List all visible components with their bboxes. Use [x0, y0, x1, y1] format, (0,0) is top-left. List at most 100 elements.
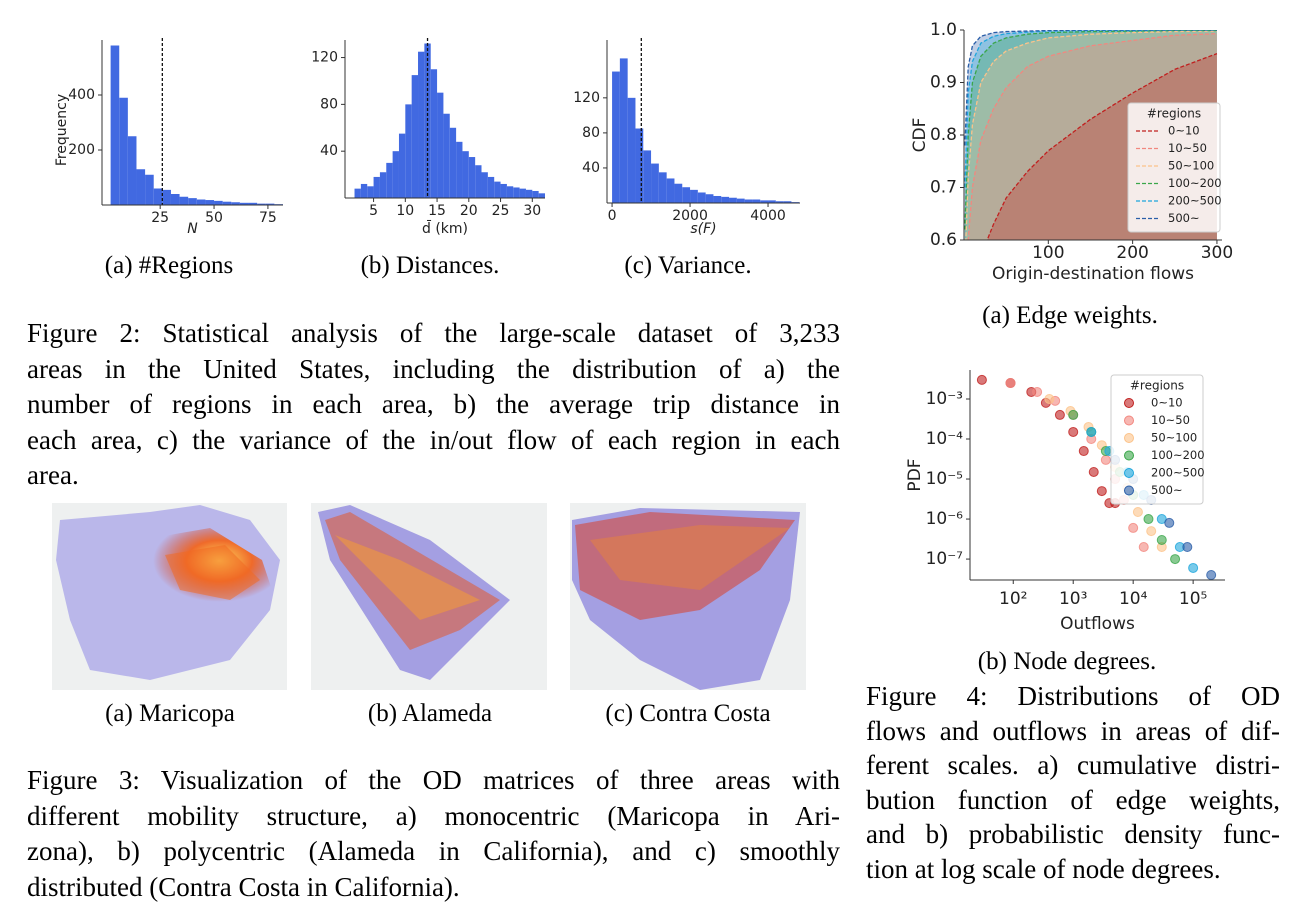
legend-label: 50~100 [1151, 431, 1197, 445]
bar [690, 189, 698, 203]
point [1088, 466, 1099, 477]
bar [752, 199, 761, 203]
x-tick-label: 0 [608, 208, 617, 224]
bar [468, 157, 476, 198]
bar [205, 200, 215, 205]
x-tick-label: 30 [523, 203, 541, 219]
point [1164, 517, 1175, 528]
bar [768, 200, 776, 203]
y-tick-label: 80 [582, 125, 600, 141]
caption-line: zona), b) polycentric (Alameda in Califo… [27, 836, 840, 866]
bar [239, 202, 249, 205]
map-contra-costa [570, 503, 806, 690]
bar [449, 127, 457, 198]
x-tick-label: 75 [259, 210, 277, 226]
y-tick-label: 10⁻³ [926, 389, 963, 409]
bar [697, 192, 706, 203]
subcaption: (a) #Regions [104, 252, 234, 279]
subcaption: (b) Alameda [367, 700, 493, 727]
x-tick-label: 10³ [1059, 589, 1087, 609]
legend-swatch [1124, 433, 1134, 443]
point [1068, 409, 1079, 420]
point [1068, 426, 1079, 437]
cdf-line [965, 30, 1217, 240]
bar [196, 199, 206, 205]
point [1156, 534, 1167, 545]
point [1032, 386, 1043, 397]
bar [481, 172, 488, 198]
legend-label: 200~500 [1168, 194, 1222, 208]
x-axis-label: N [187, 221, 198, 237]
bar [674, 183, 683, 203]
bar [729, 197, 737, 203]
x-tick-label: 300 [1201, 243, 1233, 263]
point [1206, 569, 1217, 580]
bar [456, 141, 463, 198]
caption-line: area. [27, 460, 79, 490]
subcaption: (b) Distances. [360, 252, 500, 279]
legend-swatch [1124, 450, 1134, 461]
map-alameda [311, 503, 547, 690]
caption-line: areas in the United States, including th… [27, 353, 840, 384]
y-tick-label: 10⁻⁴ [926, 429, 964, 449]
y-tick-label: 400 [68, 87, 95, 103]
point [1138, 542, 1149, 553]
legend-label: 50~100 [1168, 159, 1214, 173]
bar [736, 198, 745, 203]
bar [398, 133, 406, 198]
point [1188, 562, 1199, 573]
bar [666, 178, 675, 203]
x-tick-label: 5 [369, 203, 378, 219]
bar [162, 189, 171, 205]
point [1100, 454, 1111, 465]
bar [110, 45, 120, 205]
point [1054, 409, 1065, 420]
point [1044, 393, 1055, 404]
y-axis-label: Frequency [54, 94, 70, 166]
legend-swatch [1124, 398, 1134, 408]
y-tick-label: 0.6 [930, 230, 957, 250]
bar [188, 198, 197, 205]
legend-label: 100~200 [1168, 176, 1222, 190]
bar [783, 201, 792, 203]
cdf-line [964, 30, 1217, 146]
bar [257, 203, 266, 205]
cdf-line [964, 30, 1217, 230]
x-tick-label: 4000 [750, 208, 786, 224]
y-tick-label: 120 [311, 50, 338, 66]
subcaption: (a) Maricopa [105, 700, 235, 727]
bar [127, 136, 137, 205]
cdf-line [967, 33, 1217, 240]
y-tick-label: 10⁻⁶ [926, 509, 964, 529]
legend-label: 500~ [1168, 211, 1200, 225]
point [976, 374, 987, 385]
bar [506, 186, 514, 198]
bar [721, 196, 730, 203]
bar [379, 172, 387, 198]
legend-title: #regions [1147, 107, 1201, 121]
bar [612, 71, 620, 203]
bar [519, 188, 526, 198]
bar [475, 165, 482, 198]
bar [179, 196, 189, 205]
bar [513, 187, 520, 198]
y-tick-label: 0.8 [930, 125, 957, 145]
bar [744, 199, 753, 203]
caption-line: distributed (Contra Costa in California)… [27, 871, 460, 902]
map-maricopa [52, 503, 287, 690]
figure-caption: Figure 2: Statistical analysis of the la… [27, 316, 840, 494]
x-tick-label: 50 [205, 210, 223, 226]
caption-line: tion at log scale of node degrees. [866, 853, 1221, 884]
caption-line: number of regions in each area, b) the a… [27, 389, 840, 419]
bar [119, 97, 128, 205]
y-tick-label: 40 [320, 143, 338, 159]
subcaption: (a) Edge weights. [982, 302, 1158, 329]
bar [635, 128, 644, 203]
caption-line: ferent scales. a) cumulative distri- [866, 750, 1280, 781]
bar [462, 151, 469, 198]
legend-label: 0~10 [1151, 396, 1183, 410]
x-axis-label: Origin-destination flows [992, 264, 1194, 284]
bar [411, 75, 419, 198]
point [1146, 526, 1157, 537]
bar [386, 162, 393, 198]
